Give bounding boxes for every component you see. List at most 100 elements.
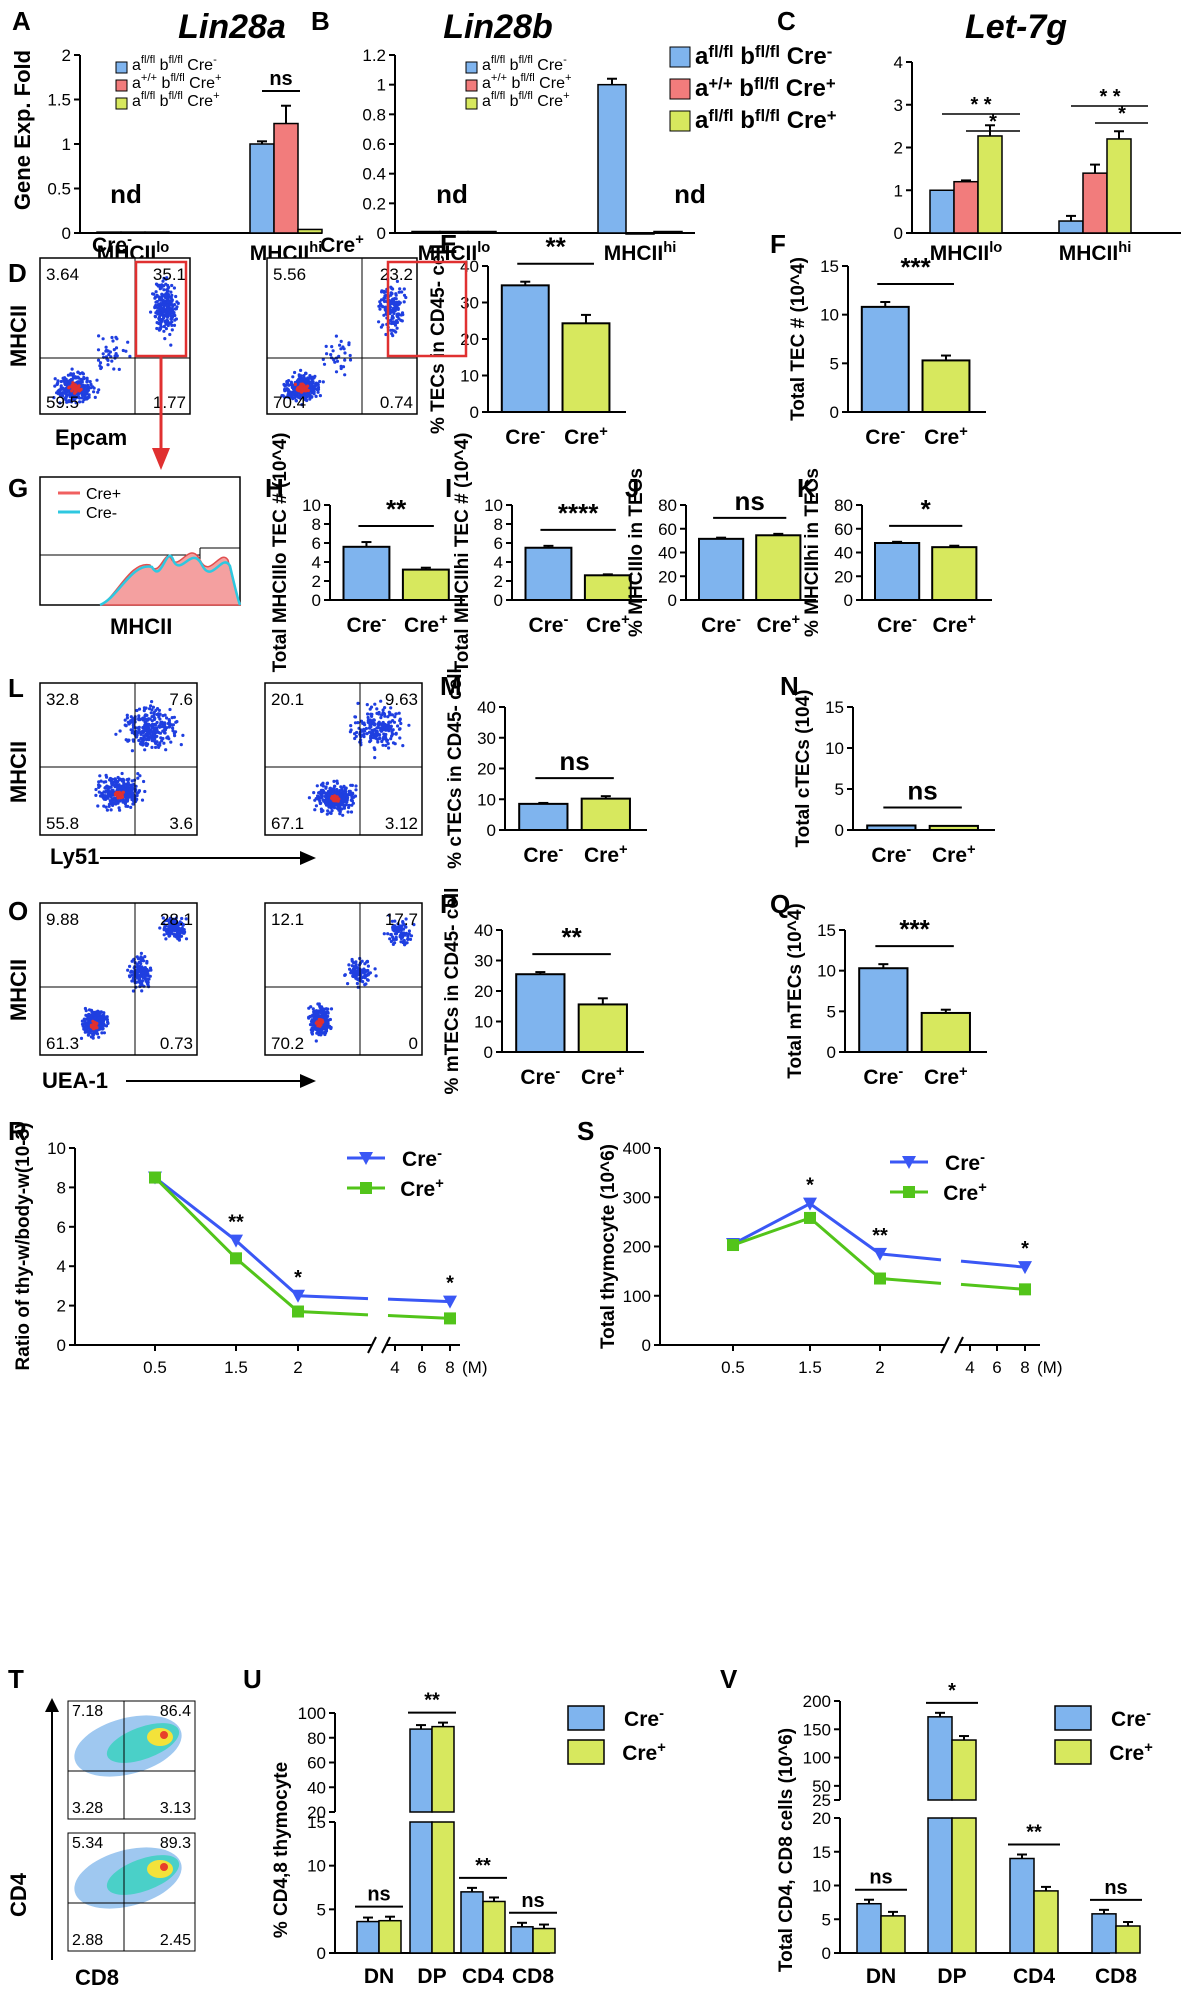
- legend-main-1-mid: b: [733, 75, 754, 102]
- panel-V-legend-pos-base: Cre: [1109, 1742, 1144, 1765]
- panel-V-bar-2-0: [1009, 1857, 1035, 1954]
- panel-R-xtick-label-5: 8: [445, 1358, 454, 1377]
- panel-U-bar-3-0: [510, 1926, 534, 1954]
- panel-P-xlabel-pos-base: Cre: [581, 1066, 616, 1089]
- legend-B-2-swatch: [465, 97, 478, 110]
- panel-S-legend-pos: Cre+: [943, 1180, 987, 1205]
- legend-main-1-sup2: fl/fl: [754, 74, 779, 93]
- panel-M-xlabel-neg-base: Cre: [523, 844, 558, 867]
- panel-A-ns: ns: [269, 68, 292, 90]
- panel-R-legend-marker-pos: [360, 1182, 372, 1194]
- legend-main-0-text: afl/fl bfl/fl Cre-: [695, 42, 832, 70]
- panel-O-xlabel: UEA-1: [42, 1068, 108, 1093]
- legend-B-2-mid: b: [505, 93, 518, 110]
- panel-U-bar-0-1: [378, 1919, 402, 1954]
- panel-U-ytick-top-label-2: 60: [307, 1754, 326, 1773]
- panel-V-legend-pos: Cre+: [1109, 1740, 1153, 1765]
- panel-L-plot-1-quadrant-0: 20.1: [271, 690, 304, 709]
- panel-label-P: P: [440, 889, 457, 919]
- panel-M-xlabel-neg-sup: -: [558, 842, 563, 858]
- panel-D-plot-1-quadrant-0: 5.56: [273, 265, 306, 284]
- panel-P-xlabel-pos-sup: +: [616, 1064, 625, 1080]
- panel-S-legend-neg-base: Cre: [945, 1152, 980, 1175]
- panel-label-C: C: [777, 6, 796, 36]
- panel-J-xlabel-pos-base: Cre: [756, 614, 791, 637]
- panel-V-ytick-bottom-label-1: 5: [822, 1910, 831, 1929]
- panel-N-bar-0: [866, 824, 917, 831]
- panel-R-significance-2: *: [446, 1273, 454, 1295]
- legend-main-2-swatch: [669, 110, 691, 132]
- panel-T-plot-1-quadrant-1: 89.3: [160, 1835, 191, 1852]
- panel-E-ytick-label-0: 0: [470, 403, 479, 422]
- panel-J-xlabel-pos-sup: +: [792, 612, 801, 628]
- panel-V-legend-neg-base: Cre: [1111, 1708, 1146, 1731]
- panel-R-ytick-label-0: 0: [57, 1336, 66, 1355]
- panel-L-ylabel: MHCII: [6, 741, 31, 803]
- panel-I-ylabel: Total MHCIIhi TEC # (10^4): [452, 433, 473, 673]
- panel-G-hist-neg: [99, 554, 242, 607]
- panel-J-ytick-label-1: 20: [658, 567, 677, 586]
- legend-main-2-text: afl/fl bfl/fl Cre+: [695, 106, 837, 134]
- panel-A-bar-0-2: [144, 231, 170, 234]
- panel-R-legend-neg-base: Cre: [402, 1148, 437, 1171]
- panel-U-ytick-top-label-3: 80: [307, 1729, 326, 1748]
- legend-A-2-post: Cre: [183, 93, 213, 110]
- panel-label-R: R: [8, 1116, 27, 1146]
- panel-U-ytick-bottom-label-1: 5: [317, 1900, 326, 1919]
- legend-B-2-pre: a: [482, 93, 491, 110]
- panel-R-xtick-label-4: 6: [417, 1358, 426, 1377]
- panel-V-xlabel-0: DN: [866, 1965, 896, 1988]
- panel-V-legend-neg: Cre-: [1111, 1706, 1151, 1731]
- panel-B-bar-0-2: [467, 230, 497, 234]
- legend-B-1-sup2: fl/fl: [520, 72, 534, 84]
- panel-C-ytick-label-1: 1: [894, 181, 903, 200]
- panel-S-series-1-line-b: [960, 1282, 1026, 1291]
- panel-S-significance-0: *: [806, 1175, 814, 1197]
- panel-T-plot-1-density-core: [147, 1860, 173, 1878]
- panel-H-ytick-label-2: 4: [312, 553, 321, 572]
- panel-P-xlabel-neg: Cre-: [520, 1064, 560, 1089]
- panel-O-plot-1-quadrant-0: 12.1: [271, 910, 304, 929]
- panel-B-ytick-label-5: 1: [377, 76, 386, 95]
- panel-F-ylabel: Total TEC # (10^4): [788, 257, 809, 421]
- panel-S-legend-pos-sup: +: [978, 1180, 987, 1196]
- panel-S-ytick-label-1: 100: [623, 1287, 651, 1306]
- panel-N-xlabel-neg-sup: -: [906, 842, 911, 858]
- panel-I-xlabel-pos-base: Cre: [586, 614, 621, 637]
- panel-B-bar-0-0: [411, 230, 441, 234]
- panel-label-G: G: [8, 473, 28, 503]
- legend-main-2-sup2: fl/fl: [755, 106, 780, 125]
- legend-A-1-pre: a: [132, 75, 141, 92]
- panel-R-significance-0: **: [228, 1212, 244, 1234]
- panel-U-bar-1-0-upper: [409, 1728, 433, 1813]
- panel-R-significance-1: *: [294, 1267, 302, 1289]
- panel-L-xlabel: Ly51: [50, 844, 99, 869]
- panel-label-S: S: [577, 1116, 594, 1146]
- panel-J-ytick-label-3: 60: [658, 520, 677, 539]
- panel-S-ylabel: Total thymocyte (10^6): [598, 1144, 619, 1349]
- panel-C-bar-1-2: [1106, 138, 1132, 234]
- panel-U-ylabel: % CD4,8 thymocyte: [271, 1762, 292, 1938]
- panel-V-ytick-bottom-label-4: 20: [812, 1809, 831, 1828]
- panel-I-ytick-label-2: 4: [494, 553, 503, 572]
- panel-O-plot-0-quadrant-0: 9.88: [46, 910, 79, 929]
- panel-A-ytick-label-4: 2: [62, 46, 71, 65]
- panel-S-series-0-point-3: [1018, 1261, 1032, 1275]
- panel-N-significance: ns: [907, 775, 937, 805]
- panel-Q-ytick-label-0: 0: [827, 1043, 836, 1062]
- panel-label-M: M: [440, 671, 462, 701]
- panel-F-ytick-label-0: 0: [830, 403, 839, 422]
- panel-E-ylabel: % TECs in CD45- cell: [428, 244, 449, 434]
- panel-V-ytick-bottom-label-0: 0: [822, 1944, 831, 1963]
- panel-S-xtick-label-4: 6: [992, 1358, 1001, 1377]
- panel-K-xlabel-neg-base: Cre: [877, 614, 912, 637]
- panel-B-nd-hi: nd: [674, 179, 706, 209]
- panel-D-arrow-head: [152, 448, 170, 470]
- panel-J-bar-1: [755, 534, 802, 601]
- panel-O-plot-1-quadrant-3: 0: [409, 1034, 418, 1053]
- panel-I-ytick-label-4: 8: [494, 515, 503, 534]
- legend-main-1-swatch: [669, 78, 691, 100]
- panel-label-F: F: [770, 229, 786, 259]
- panel-I-xlabel-pos-sup: +: [621, 612, 630, 628]
- panel-S-legend-pos-base: Cre: [943, 1182, 978, 1205]
